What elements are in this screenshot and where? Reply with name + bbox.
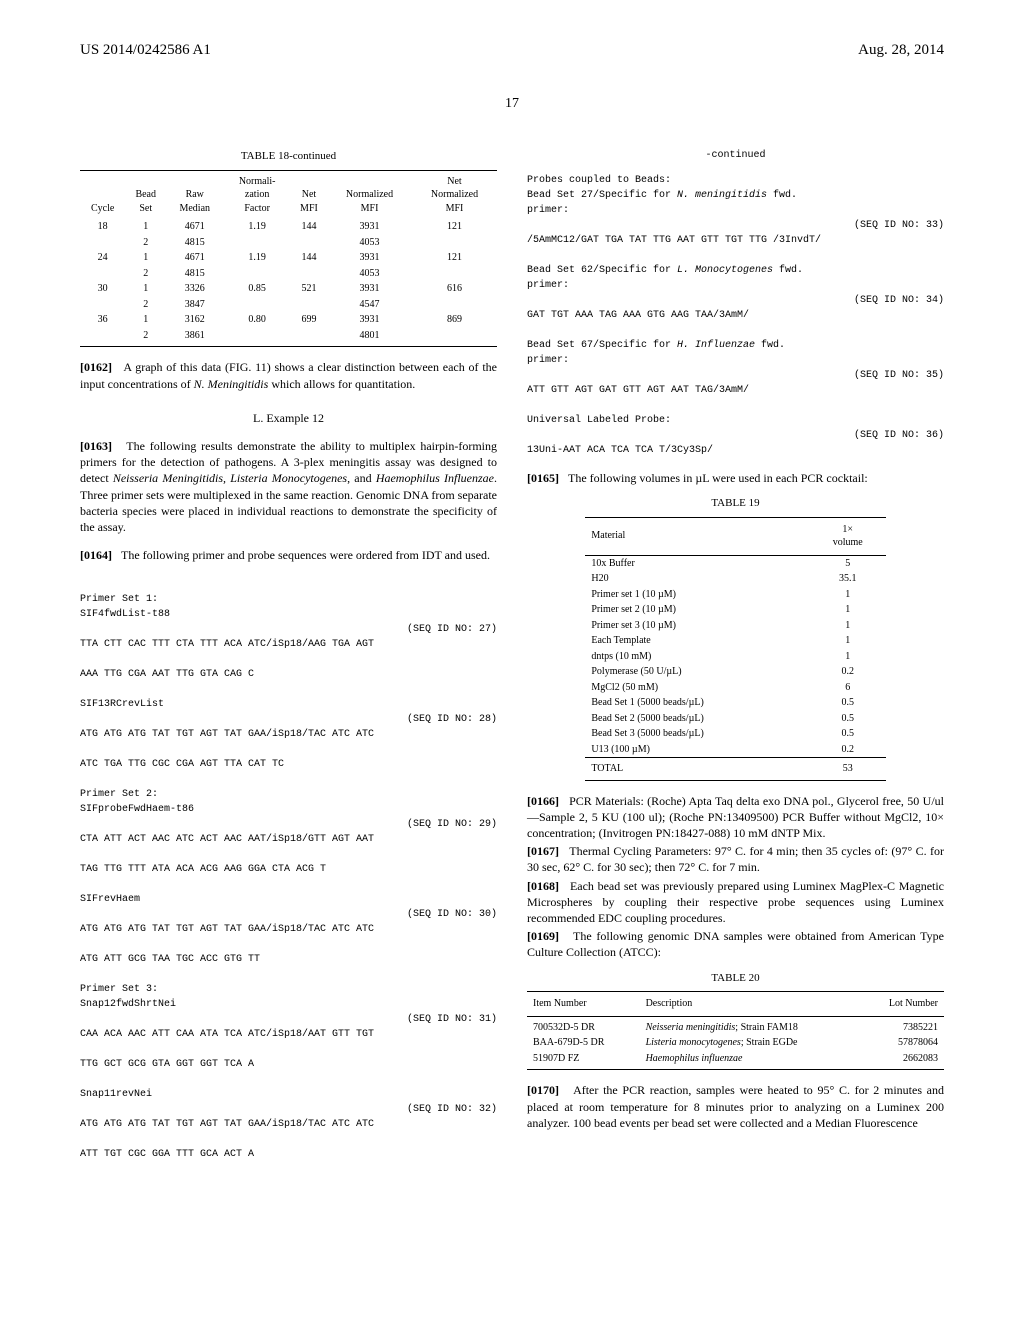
table-row: 18146711.191443931121 (80, 219, 497, 235)
table-row: Each Template1 (585, 633, 885, 649)
page-number: 17 (80, 95, 944, 114)
left-column: TABLE 18-continued Cycle BeadSet RawMedi… (80, 149, 497, 1162)
table-row: BAA-679D-5 DRListeria monocytogenes; Str… (527, 1035, 944, 1051)
table-row: MgCl2 (50 mM)6 (585, 680, 885, 696)
para-0163: [0163] The following results demonstrate… (80, 438, 497, 535)
patent-number: US 2014/0242586 A1 (80, 40, 211, 60)
probe-sequences: Probes coupled to Beads: Bead Set 27/Spe… (527, 173, 944, 458)
t18-h1: Cycle (80, 170, 125, 219)
t20-h2: Description (640, 992, 862, 1017)
table18: Cycle BeadSet RawMedian Normali-zationFa… (80, 170, 497, 348)
patent-date: Aug. 28, 2014 (858, 40, 944, 60)
para-0165: [0165] The following volumes in µL were … (527, 470, 944, 486)
para-0169: [0169] The following genomic DNA samples… (527, 928, 944, 960)
t19-h1: Material (585, 517, 809, 555)
para-0170: [0170] After the PCR reaction, samples w… (527, 1082, 944, 1131)
page-header: US 2014/0242586 A1 Aug. 28, 2014 (80, 40, 944, 60)
t18-h7: NetNormalizedMFI (412, 170, 497, 219)
table-row: 238614801 (80, 328, 497, 347)
continued-label: -continued (527, 149, 944, 163)
primer-sequences: Primer Set 1: SIF4fwdList-t88 (SEQ ID NO… (80, 577, 497, 1162)
table18-title: TABLE 18-continued (80, 149, 497, 164)
table-row: Primer set 1 (10 µM)1 (585, 587, 885, 603)
table-row: Polymerase (50 U/µL)0.2 (585, 664, 885, 680)
table20-title: TABLE 20 (527, 971, 944, 986)
table-row: 36131620.806993931869 (80, 312, 497, 328)
table-row: Primer set 3 (10 µM)1 (585, 618, 885, 634)
table-row: Primer set 2 (10 µM)1 (585, 602, 885, 618)
t18-h5: NetMFI (291, 170, 327, 219)
table-row: 24146711.191443931121 (80, 250, 497, 266)
table-row: 238474547 (80, 297, 497, 313)
table-row: 700532D-5 DRNeisseria meningitidis; Stra… (527, 1016, 944, 1035)
para-0164: [0164] The following primer and probe se… (80, 547, 497, 563)
para-0166: [0166] PCR Materials: (Roche) Apta Taq d… (527, 793, 944, 842)
content-columns: TABLE 18-continued Cycle BeadSet RawMedi… (80, 149, 944, 1162)
example-12-title: L. Example 12 (80, 410, 497, 426)
table-row: U13 (100 µM)0.2 (585, 742, 885, 758)
table-row: 248154053 (80, 235, 497, 251)
para-0167: [0167] Thermal Cycling Parameters: 97° C… (527, 843, 944, 875)
table-row: H2035.1 (585, 571, 885, 587)
t19-h2: 1×volume (810, 517, 886, 555)
table-row: Bead Set 1 (5000 beads/µL)0.5 (585, 695, 885, 711)
table20: Item Number Description Lot Number 70053… (527, 991, 944, 1070)
t20-h1: Item Number (527, 992, 640, 1017)
table-row: 30133260.855213931616 (80, 281, 497, 297)
table-row-total: TOTAL53 (585, 758, 885, 781)
table-row: Bead Set 3 (5000 beads/µL)0.5 (585, 726, 885, 742)
table-row: dntps (10 mM)1 (585, 649, 885, 665)
t20-h3: Lot Number (861, 992, 944, 1017)
table-row: 248154053 (80, 266, 497, 282)
t18-h2: BeadSet (125, 170, 166, 219)
table-row: Bead Set 2 (5000 beads/µL)0.5 (585, 711, 885, 727)
para-0162: [0162] A graph of this data (FIG. 11) sh… (80, 359, 497, 391)
table19-title: TABLE 19 (527, 496, 944, 511)
t18-h6: NormalizedMFI (327, 170, 412, 219)
t18-body: 18146711.191443931121 248154053 24146711… (80, 219, 497, 347)
t18-h4: Normali-zationFactor (223, 170, 290, 219)
para-0168: [0168] Each bead set was previously prep… (527, 878, 944, 927)
table19: Material 1×volume 10x Buffer5 H2035.1 Pr… (585, 517, 885, 781)
right-column: -continued Probes coupled to Beads: Bead… (527, 149, 944, 1162)
t18-h3: RawMedian (166, 170, 223, 219)
table-row: 51907D FZHaemophilus influenzae2662083 (527, 1051, 944, 1070)
table-row: 10x Buffer5 (585, 555, 885, 571)
